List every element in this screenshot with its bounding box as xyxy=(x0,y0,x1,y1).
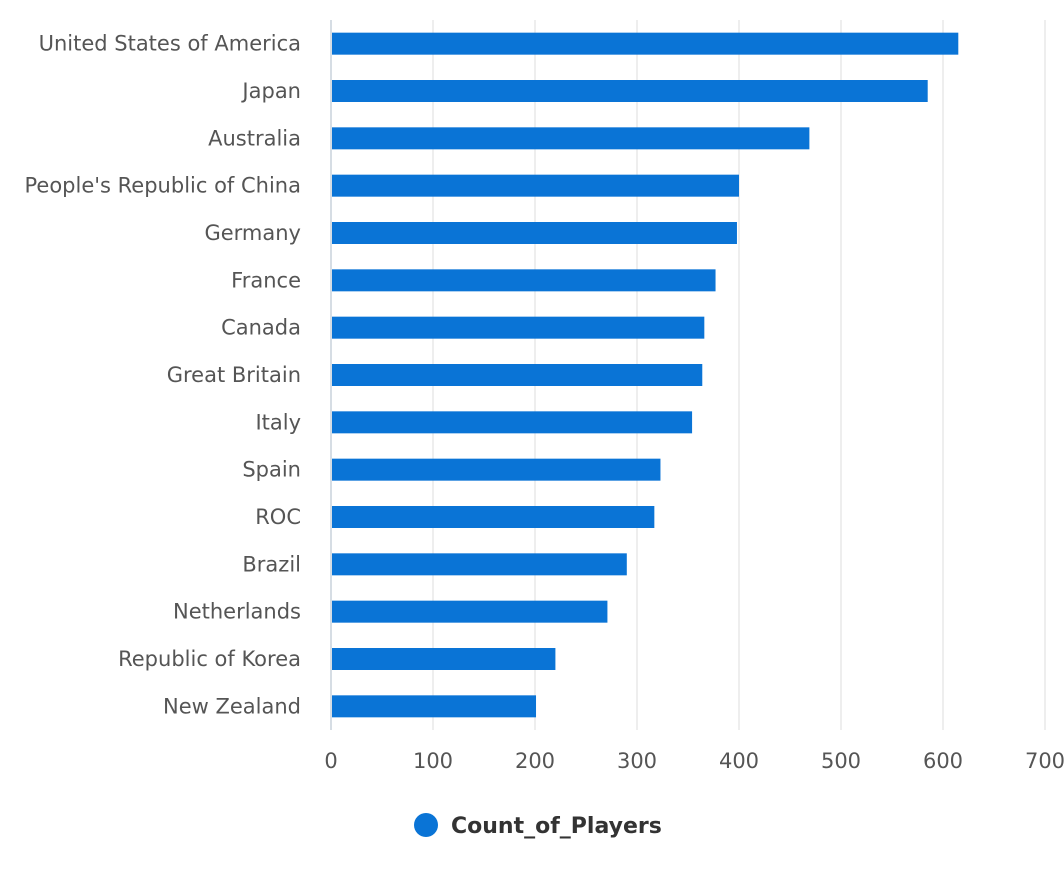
bar[interactable] xyxy=(332,600,608,623)
bar[interactable] xyxy=(332,506,655,528)
x-tick-label: 400 xyxy=(719,749,759,773)
legend-marker[interactable] xyxy=(414,813,438,837)
bar[interactable] xyxy=(332,80,928,102)
x-tick-label: 200 xyxy=(515,749,555,773)
category-label: Germany xyxy=(204,221,301,245)
legend[interactable]: Count_of_Players xyxy=(414,813,662,839)
bar[interactable] xyxy=(332,32,959,55)
bar[interactable] xyxy=(332,458,661,481)
bar[interactable] xyxy=(332,411,693,434)
category-labels: United States of America Japan Australia Pe… xyxy=(25,32,302,719)
category-label: People's Republic of China xyxy=(25,174,302,198)
category-label: Netherlands xyxy=(173,600,301,624)
category-label: ROC xyxy=(255,505,301,529)
x-tick-label: 500 xyxy=(821,749,861,773)
category-label: Brazil xyxy=(242,552,301,576)
x-tick-labels: 0 100 200 300 400 500 600 700 xyxy=(324,749,1064,773)
bar[interactable] xyxy=(332,174,739,197)
category-label: New Zealand xyxy=(163,694,301,718)
bar[interactable] xyxy=(332,648,556,670)
bars xyxy=(332,32,959,718)
category-label: Japan xyxy=(240,79,301,103)
bar[interactable] xyxy=(332,222,737,244)
bar[interactable] xyxy=(332,553,627,576)
category-label: Australia xyxy=(208,126,301,150)
x-tick-label: 0 xyxy=(324,749,337,773)
category-label: France xyxy=(231,268,301,292)
x-tick-label: 600 xyxy=(923,749,963,773)
category-label: Spain xyxy=(242,458,301,482)
category-label: United States of America xyxy=(39,32,301,56)
bar[interactable] xyxy=(332,127,810,150)
category-label: Canada xyxy=(221,316,301,340)
bar[interactable] xyxy=(332,316,705,339)
category-label: Republic of Korea xyxy=(118,647,301,671)
x-tick-label: 100 xyxy=(413,749,453,773)
bar[interactable] xyxy=(332,364,703,386)
bar[interactable] xyxy=(332,695,537,718)
x-tick-label: 300 xyxy=(617,749,657,773)
category-label: Great Britain xyxy=(167,363,301,387)
category-label: Italy xyxy=(255,410,301,434)
x-tick-label: 700 xyxy=(1025,749,1064,773)
legend-label-count-of-players[interactable]: Count_of_Players xyxy=(451,814,662,839)
bar[interactable] xyxy=(332,269,716,292)
